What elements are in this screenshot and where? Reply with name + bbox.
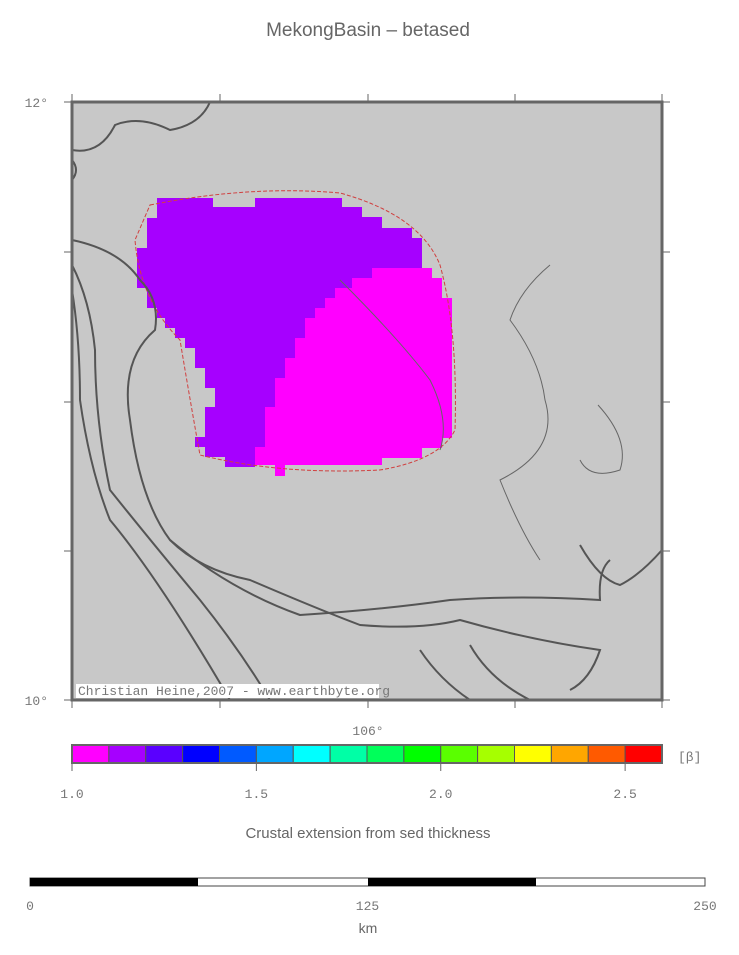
- colorbar-cell: [403, 744, 442, 764]
- lon-label: 106°: [352, 724, 383, 739]
- credit-box: [76, 684, 379, 698]
- scale-bar-segment: [368, 878, 536, 886]
- scale-bar: [29, 877, 706, 887]
- colorbar-cell: [514, 744, 552, 764]
- colorbar-cell: [329, 744, 368, 764]
- coastline: [71, 101, 211, 152]
- scale-tick-label: 125: [356, 899, 379, 914]
- coastlines: [71, 101, 663, 701]
- coastline: [419, 649, 471, 701]
- colorbar-cell: [624, 744, 663, 764]
- colorbar-tick-label: 2.5: [613, 787, 636, 802]
- beta-1.1-area: [137, 198, 422, 467]
- extension-grid: [134, 190, 456, 476]
- colorbar-cell: [587, 744, 626, 764]
- colorbar-frame: [71, 744, 663, 764]
- colorbar-cell: [108, 744, 147, 764]
- colorbar-cell: [366, 744, 405, 764]
- colorbar-tick-label: 1.0: [60, 787, 83, 802]
- lat-label: 12°: [25, 96, 48, 111]
- coastline: [71, 264, 271, 701]
- colorbar-cell: [550, 744, 589, 764]
- credit: Christian Heine,2007 - www.earthbyte.org: [78, 684, 390, 699]
- coastline: [169, 539, 602, 691]
- colorbar-cell: [71, 744, 110, 764]
- colorbar-cell: [477, 744, 515, 764]
- map-frame: [70, 100, 664, 702]
- scale-bar-labels: 0 125 250: [26, 899, 717, 914]
- colorbar-tick-label: 2.0: [429, 787, 452, 802]
- colorbar-cell: [292, 744, 331, 764]
- colorbar: 1.0 1.5 2.0 2.5: [60, 744, 663, 802]
- river: [579, 404, 623, 474]
- river: [499, 264, 551, 561]
- colorbar-tick-label: 1.5: [245, 787, 268, 802]
- scale-unit: km: [359, 920, 378, 936]
- frame-ticks: [64, 94, 670, 708]
- scale-tick-label: 250: [693, 899, 716, 914]
- colorbar-cell: [255, 744, 294, 764]
- colorbar-cell: [440, 744, 479, 764]
- basin-outline: [134, 190, 456, 472]
- scale-tick-label: 0: [26, 899, 34, 914]
- beta-1.0-area: [255, 268, 452, 476]
- colorbar-cell: [182, 744, 220, 764]
- colorbar-label: Crustal extension from sed thickness: [245, 825, 490, 842]
- coastline: [469, 644, 531, 701]
- colorbar-cell: [219, 744, 257, 764]
- lat-label: 10°: [25, 694, 48, 709]
- colorbar-unit: [β]: [678, 750, 701, 765]
- colorbar-cell: [145, 744, 184, 764]
- scale-bar-segment: [30, 878, 198, 886]
- river: [339, 279, 444, 451]
- coastline: [71, 289, 231, 701]
- title: MekongBasin – betased: [266, 20, 470, 41]
- coastline: [579, 544, 663, 587]
